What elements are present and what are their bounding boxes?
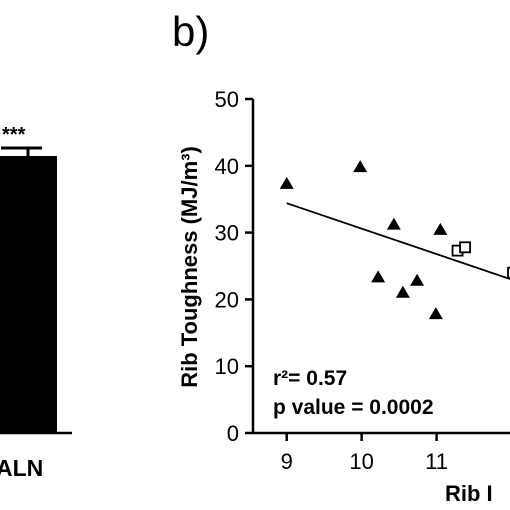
p-value-label: p value = 0.0002 [273,396,434,419]
y-axis-title: Rib Toughness (MJ/m³) [177,146,202,388]
x-tick-label: 11 [425,449,448,474]
triangle-point [371,270,386,283]
bar-aln [0,156,57,433]
triangle-point [353,160,368,173]
x-tick-label: 9 [281,449,293,474]
x-axis: 9 10 11 [281,433,448,474]
bar-category-label: ALN [0,455,43,481]
triangle-point [395,285,410,298]
left-panel: *** ALN [0,124,72,481]
triangle-point [279,176,294,189]
y-tick-label: 50 [215,87,239,112]
data-points [279,160,510,320]
r-squared-label: r²= 0.57 [273,367,347,390]
square-point [459,241,471,254]
y-tick-label: 20 [215,287,239,312]
triangle-point [433,222,448,235]
y-tick-label: 0 [227,421,239,446]
y-tick-label: 30 [215,221,239,246]
x-tick-label: 10 [349,449,373,474]
significance-label: *** [2,124,26,146]
triangle-point [410,273,425,286]
y-axis: 0 10 20 30 40 50 [215,87,253,446]
square-point [507,266,510,279]
triangle-point [386,217,401,230]
triangle-point [428,307,443,320]
panel-label: b) [172,8,209,55]
y-tick-label: 10 [215,354,239,379]
regression-line [286,202,510,280]
x-axis-title: Rib I [445,481,493,506]
y-tick-label: 40 [215,154,239,179]
